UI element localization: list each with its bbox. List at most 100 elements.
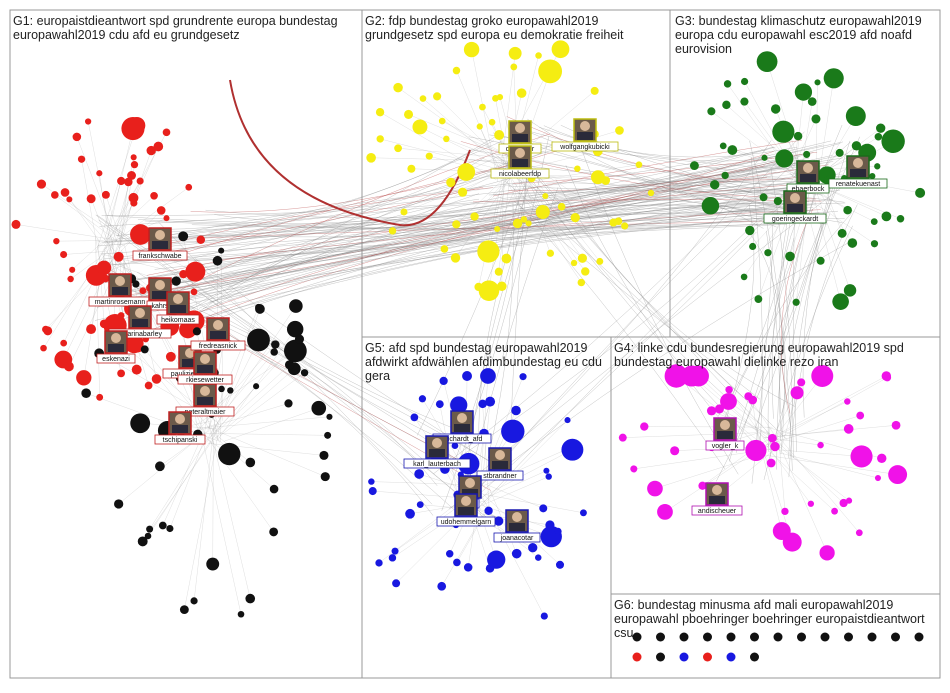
g5-node bbox=[501, 419, 525, 444]
edge bbox=[99, 353, 210, 417]
edge bbox=[539, 127, 776, 162]
g6-node bbox=[284, 339, 307, 363]
edge bbox=[198, 198, 549, 309]
edge bbox=[162, 180, 532, 237]
g1-node bbox=[60, 251, 68, 259]
edge bbox=[398, 148, 522, 160]
edge bbox=[654, 453, 765, 489]
g1-node bbox=[130, 154, 137, 161]
edge bbox=[711, 410, 766, 434]
avatar-label: joanacotar bbox=[500, 535, 534, 542]
g1-node bbox=[130, 161, 139, 169]
g5-node bbox=[410, 413, 419, 422]
edge bbox=[543, 125, 798, 158]
g2-node bbox=[412, 119, 428, 135]
g6-node bbox=[237, 610, 245, 618]
edge bbox=[69, 199, 120, 257]
g4-node bbox=[770, 441, 780, 452]
g5-node bbox=[519, 373, 527, 381]
edge bbox=[122, 153, 848, 308]
g4-node bbox=[647, 480, 663, 497]
g2-node bbox=[494, 130, 505, 140]
avatar: eskenazi bbox=[96, 330, 136, 364]
edge bbox=[777, 425, 897, 437]
g2-node bbox=[488, 118, 496, 126]
g3-node bbox=[707, 107, 716, 116]
g3-node bbox=[792, 298, 800, 306]
avatar: ebaerbock bbox=[786, 160, 830, 194]
g2-node bbox=[596, 257, 604, 265]
avatar-label: fredreasnick bbox=[199, 343, 238, 350]
avatar-label: rkiesewetter bbox=[186, 377, 224, 384]
g3-node bbox=[770, 104, 781, 114]
g5-node bbox=[555, 560, 565, 569]
edge bbox=[217, 364, 290, 432]
edge bbox=[433, 131, 805, 474]
edge bbox=[210, 339, 259, 437]
g1-node bbox=[76, 370, 92, 386]
g2-node bbox=[457, 187, 468, 197]
g6-node bbox=[271, 340, 280, 349]
g1-node bbox=[156, 206, 166, 215]
g4-node bbox=[891, 420, 901, 430]
edge bbox=[184, 427, 220, 610]
edge bbox=[177, 193, 480, 293]
g2-node bbox=[478, 280, 500, 301]
edge bbox=[511, 160, 735, 405]
edge bbox=[212, 434, 275, 490]
edge bbox=[783, 453, 828, 553]
edge bbox=[771, 214, 799, 419]
g3-node bbox=[745, 225, 755, 236]
g6-node bbox=[114, 499, 124, 509]
g5-node bbox=[418, 395, 427, 403]
g3-node bbox=[721, 171, 729, 180]
avatar-label: martinrosemann bbox=[95, 299, 146, 306]
edge bbox=[479, 126, 503, 177]
edge bbox=[725, 175, 794, 180]
edge bbox=[95, 236, 100, 398]
g3-node bbox=[761, 154, 768, 161]
g4-node bbox=[745, 439, 767, 462]
g4-node bbox=[839, 498, 848, 508]
g6-node bbox=[286, 320, 304, 338]
g3-node bbox=[775, 149, 794, 168]
edge bbox=[778, 443, 786, 512]
g2-node bbox=[494, 267, 503, 276]
edge bbox=[139, 144, 823, 296]
avatar-label: udohemmelgarn bbox=[441, 519, 492, 526]
g5-node bbox=[368, 487, 377, 496]
g4-node bbox=[657, 503, 673, 520]
edge bbox=[511, 178, 582, 283]
g3-node bbox=[870, 218, 878, 226]
g6-node bbox=[212, 255, 223, 266]
edge bbox=[70, 257, 100, 280]
g2-node bbox=[635, 161, 643, 168]
g2-node bbox=[535, 52, 542, 59]
g1-node bbox=[60, 339, 68, 347]
edge bbox=[206, 426, 326, 477]
g6-node bbox=[270, 348, 278, 356]
isolate-node bbox=[750, 632, 759, 642]
edge bbox=[98, 158, 809, 247]
g3-node bbox=[740, 97, 749, 106]
g1-node bbox=[127, 171, 136, 180]
g2-node bbox=[425, 152, 433, 160]
g5-node bbox=[535, 554, 542, 561]
edge bbox=[392, 173, 497, 232]
edge bbox=[160, 199, 524, 239]
g4-node bbox=[706, 406, 717, 416]
g2-node bbox=[551, 40, 570, 59]
isolate-node bbox=[844, 632, 853, 642]
g6-node bbox=[269, 484, 279, 494]
g5-node bbox=[484, 506, 493, 515]
g4-node bbox=[831, 507, 838, 515]
g2-node bbox=[438, 117, 446, 125]
edge bbox=[514, 201, 761, 400]
edge bbox=[209, 209, 813, 276]
g6-node bbox=[294, 334, 305, 344]
g2-node bbox=[512, 218, 523, 229]
g1-node bbox=[162, 128, 171, 137]
edge bbox=[748, 396, 784, 448]
g4-node bbox=[725, 385, 733, 394]
